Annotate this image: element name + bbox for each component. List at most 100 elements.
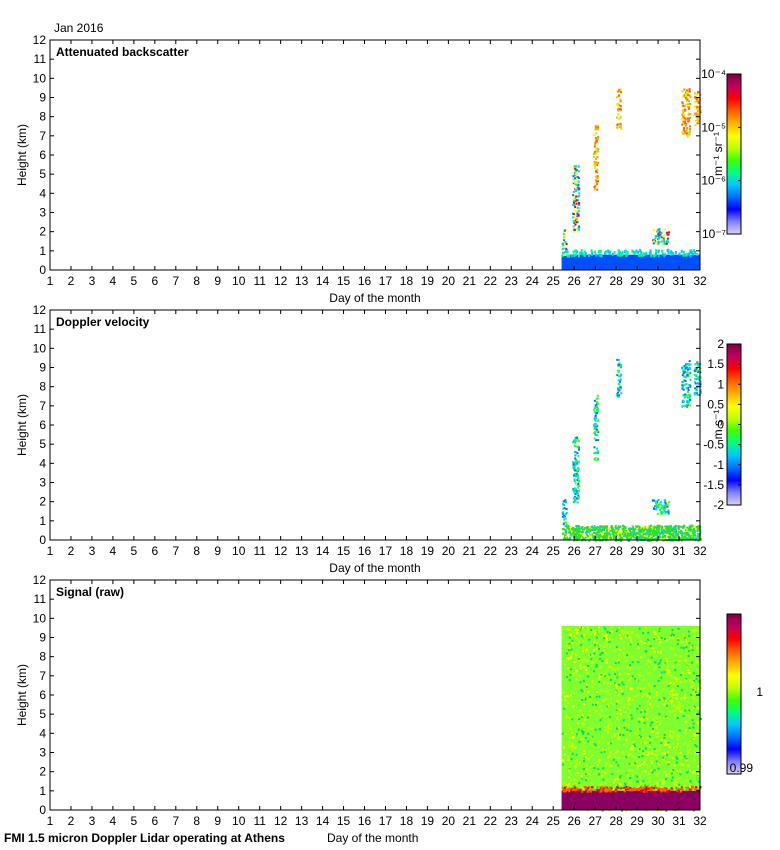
data-speck	[580, 531, 583, 534]
data-speck	[689, 783, 692, 786]
data-speck	[693, 652, 696, 655]
data-speck	[666, 683, 669, 686]
data-speck	[638, 764, 641, 767]
data-speck	[634, 534, 637, 537]
data-speck	[619, 123, 622, 126]
data-speck	[692, 688, 695, 691]
data-speck	[576, 219, 579, 222]
data-speck	[608, 665, 611, 668]
data-speck	[636, 679, 639, 682]
data-speck	[680, 532, 683, 535]
data-speck	[654, 661, 657, 664]
data-speck	[632, 538, 635, 541]
data-speck	[655, 506, 658, 509]
data-speck	[597, 536, 600, 539]
data-speck	[561, 786, 564, 789]
data-speck	[683, 88, 686, 91]
data-speck	[677, 742, 680, 745]
data-speck	[667, 512, 670, 515]
data-speck	[614, 668, 617, 671]
data-speck	[693, 531, 696, 534]
data-speck	[628, 723, 631, 726]
plot-area	[50, 310, 700, 540]
data-speck	[686, 390, 689, 393]
data-speck	[618, 525, 621, 528]
data-speck	[623, 726, 626, 729]
data-speck	[618, 375, 621, 378]
data-speck	[627, 527, 630, 530]
data-speck	[660, 532, 663, 535]
data-speck	[564, 513, 567, 516]
data-speck	[697, 106, 700, 109]
data-speck	[594, 773, 597, 776]
data-speck	[654, 785, 657, 788]
data-speck	[673, 689, 676, 692]
data-speck	[575, 759, 578, 762]
data-speck	[596, 642, 599, 645]
data-speck	[687, 531, 690, 534]
data-speck	[685, 679, 688, 682]
data-speck	[682, 111, 685, 114]
data-speck	[587, 732, 590, 735]
data-speck	[682, 532, 685, 535]
data-speck	[670, 701, 673, 704]
data-speck	[651, 499, 654, 502]
data-speck	[656, 234, 659, 237]
data-speck	[662, 239, 665, 242]
data-speck	[605, 762, 608, 765]
data-speck	[600, 673, 603, 676]
data-speck	[640, 640, 643, 643]
data-speck	[588, 646, 591, 649]
data-speck	[626, 707, 629, 710]
data-speck	[571, 743, 574, 746]
data-speck	[696, 112, 699, 115]
data-speck	[699, 106, 702, 109]
data-speck	[651, 717, 654, 720]
data-speck	[649, 251, 652, 255]
data-speck	[671, 700, 674, 703]
data-speck	[593, 151, 596, 154]
data-speck	[575, 488, 578, 491]
data-speck	[653, 753, 656, 756]
data-speck	[577, 529, 580, 532]
data-speck	[569, 633, 572, 636]
data-speck	[674, 659, 677, 662]
data-speck	[648, 752, 651, 755]
data-speck	[640, 719, 643, 722]
data-speck	[603, 626, 606, 629]
data-speck	[662, 716, 665, 719]
data-speck	[644, 686, 647, 689]
data-speck	[611, 773, 614, 776]
data-speck	[605, 536, 608, 539]
data-speck	[629, 534, 632, 537]
data-speck	[564, 790, 567, 793]
data-speck	[565, 228, 568, 231]
data-speck	[595, 647, 598, 650]
data-speck	[593, 640, 596, 643]
data-speck	[601, 809, 604, 812]
data-speck	[680, 788, 683, 791]
data-speck	[676, 679, 679, 682]
y-tick-label: 6	[39, 148, 46, 162]
data-speck	[692, 697, 695, 700]
data-speck	[573, 788, 576, 791]
data-speck	[595, 253, 598, 257]
data-speck	[575, 228, 578, 231]
data-speck	[657, 767, 660, 770]
data-speck	[575, 644, 578, 647]
data-speck	[669, 250, 672, 254]
data-speck	[658, 772, 661, 775]
data-speck	[596, 171, 599, 174]
data-speck	[687, 107, 690, 110]
data-speck	[696, 722, 699, 725]
data-speck	[664, 789, 667, 792]
data-speck	[663, 671, 666, 674]
data-speck	[576, 452, 579, 455]
data-speck	[594, 184, 597, 187]
data-speck	[588, 773, 591, 776]
data-speck	[625, 533, 628, 536]
data-speck	[652, 533, 655, 536]
data-speck	[660, 525, 663, 528]
data-speck	[614, 790, 617, 793]
data-speck	[619, 787, 622, 790]
